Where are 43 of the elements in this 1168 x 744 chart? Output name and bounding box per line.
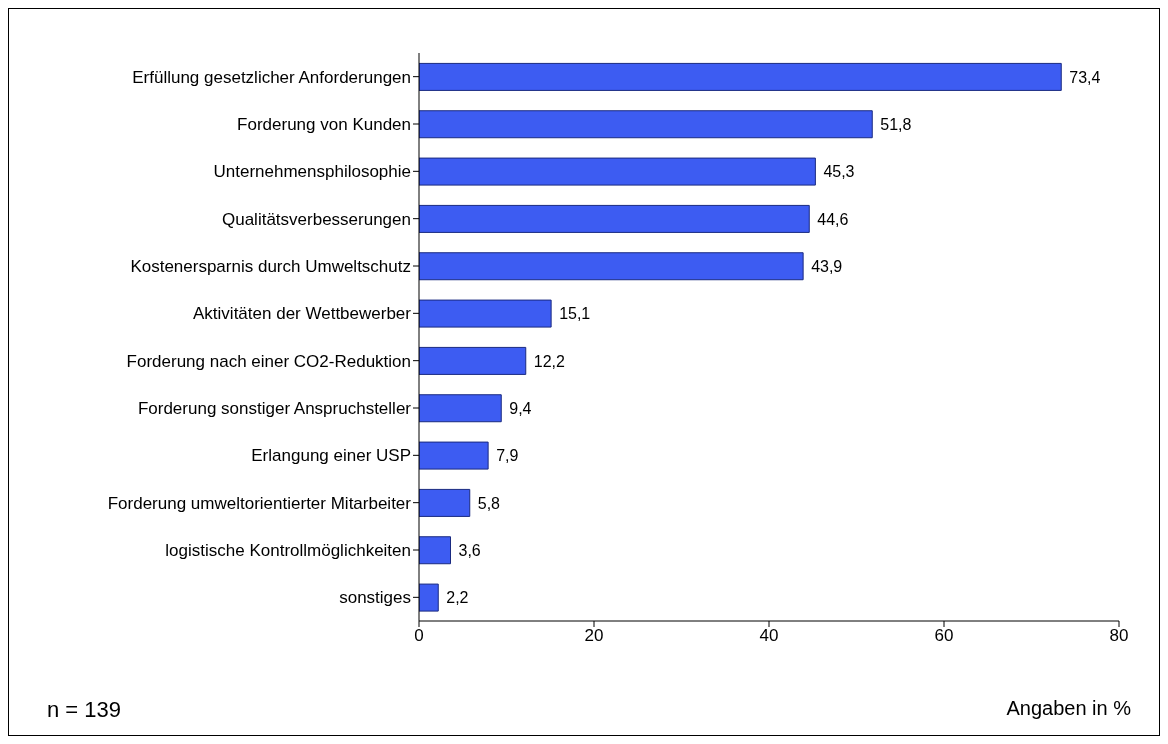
x-tick-label: 20 — [584, 626, 604, 646]
y-tick-label: Erlangung einer USP — [251, 446, 411, 466]
y-tick-label: Kostenersparnis durch Umweltschutz — [130, 257, 411, 277]
data-label: 2,2 — [446, 589, 469, 607]
x-tick-label: 40 — [759, 626, 779, 646]
data-label: 44,6 — [817, 210, 849, 228]
y-tick-label: Qualitätsverbesserungen — [221, 209, 411, 229]
x-tick-label: 0 — [414, 626, 424, 646]
y-tick-label: logistische Kontrollmöglichkeiten — [165, 541, 411, 561]
bar — [419, 62, 1062, 91]
text: n = 139 — [47, 697, 122, 723]
bar — [419, 394, 502, 423]
data-label: 45,3 — [823, 163, 855, 181]
bar — [419, 346, 527, 375]
data-label: 5,8 — [477, 494, 501, 512]
bar — [419, 110, 873, 139]
x-tick-label: 80 — [1109, 626, 1129, 646]
bar — [419, 441, 489, 470]
data-label: 43,9 — [811, 257, 843, 275]
bar — [419, 252, 804, 281]
bar — [419, 299, 552, 328]
x-axis-title: Angaben in % — [1006, 697, 1131, 720]
bar — [419, 536, 451, 565]
y-tick-label: Forderung von Kunden — [237, 115, 411, 135]
y-tick-label: sonstiges — [339, 588, 411, 608]
x-tick-label: 60 — [934, 626, 954, 646]
bar — [419, 204, 810, 233]
y-tick-label: Forderung sonstiger Anspruchsteller — [137, 399, 412, 419]
bar — [419, 583, 439, 612]
data-label: 73,4 — [1069, 68, 1101, 86]
bar — [419, 488, 471, 517]
y-tick-label: Aktivitäten der Wettbewerber — [193, 304, 412, 324]
data-label: 51,8 — [880, 115, 912, 133]
data-label: 12,2 — [533, 352, 565, 370]
data-label: 9,4 — [509, 399, 532, 417]
y-tick-label: Forderung nach einer CO2-Reduktion — [126, 351, 411, 371]
y-tick-label: Unternehmensphilosophie — [213, 162, 411, 182]
y-tick-label: Forderung umweltorientierter Mitarbeiter — [107, 493, 412, 513]
data-label: 7,9 — [496, 447, 519, 465]
y-tick-label: Erfüllung gesetzlicher Anforderungen — [132, 67, 411, 87]
bar — [419, 157, 816, 186]
data-label: 15,1 — [559, 305, 591, 323]
data-label: 3,6 — [458, 541, 481, 559]
